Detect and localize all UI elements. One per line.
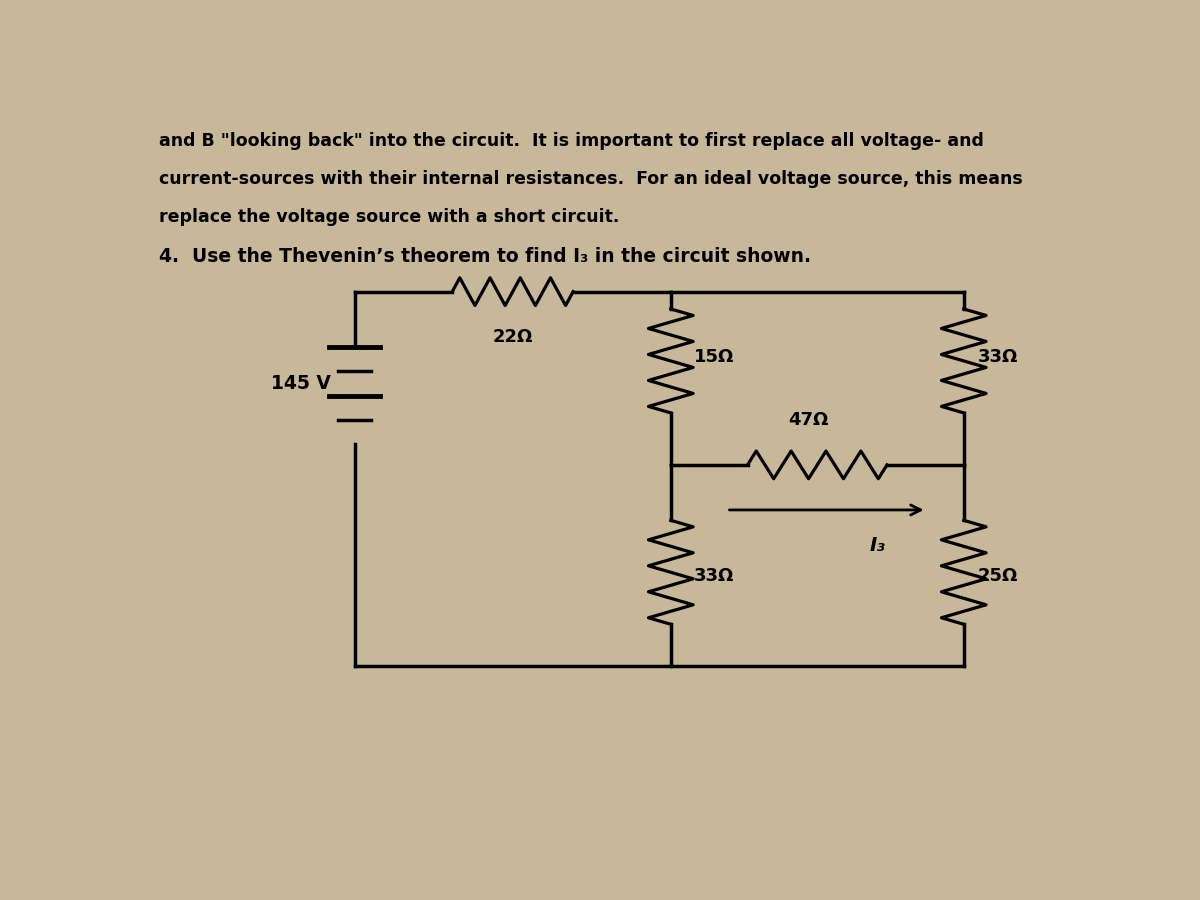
Text: current-sources with their internal resistances.  For an ideal voltage source, t: current-sources with their internal resi… (160, 170, 1024, 188)
Text: 15Ω: 15Ω (694, 348, 734, 366)
Text: 4.  Use the Thevenin’s theorem to find I₃ in the circuit shown.: 4. Use the Thevenin’s theorem to find I₃… (160, 247, 811, 266)
Text: 145 V: 145 V (271, 374, 331, 393)
Text: 33Ω: 33Ω (978, 348, 1018, 366)
Text: I₃: I₃ (870, 536, 886, 555)
Text: 22Ω: 22Ω (492, 328, 533, 346)
Text: 47Ω: 47Ω (787, 411, 828, 429)
Text: replace the voltage source with a short circuit.: replace the voltage source with a short … (160, 209, 619, 227)
Text: 25Ω: 25Ω (978, 567, 1018, 585)
Text: and B "looking back" into the circuit.  It is important to first replace all vol: and B "looking back" into the circuit. I… (160, 132, 984, 150)
Text: 33Ω: 33Ω (694, 567, 734, 585)
